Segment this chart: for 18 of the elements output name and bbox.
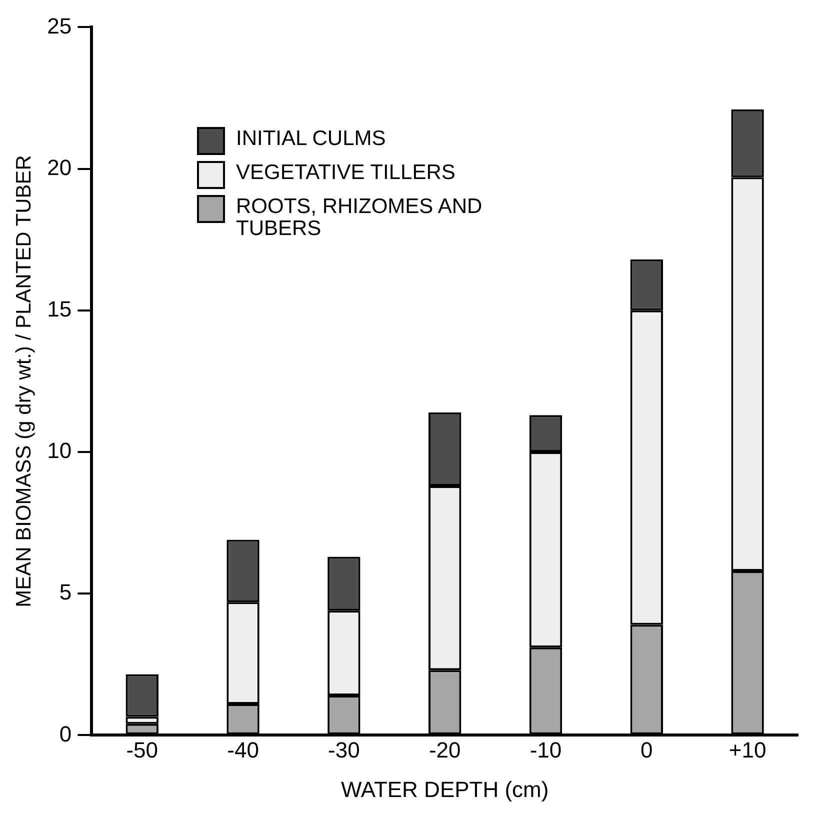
x-axis-title: WATER DEPTH (cm) xyxy=(340,776,549,802)
y-tick-label: 0 xyxy=(59,721,72,746)
x-tick-label: -40 xyxy=(227,737,259,762)
legend-label: INITIAL CULMS xyxy=(236,127,386,150)
y-axis-title: MEAN BIOMASS (g dry wt.) / PLANTED TUBER xyxy=(12,155,36,608)
y-tick-label: 10 xyxy=(47,438,72,464)
x-tick-label: -50 xyxy=(126,737,158,762)
x-tick-label: -20 xyxy=(428,737,461,762)
x-tick-label: -30 xyxy=(328,737,360,762)
legend-label: ROOTS, RHIZOMES AND TUBERS xyxy=(236,195,484,240)
y-tick-label: 20 xyxy=(47,154,72,180)
y-tick-label: 25 xyxy=(47,13,72,38)
legend-label: VEGETATIVE TILLERS xyxy=(236,161,456,184)
y-tick-label: 15 xyxy=(47,296,72,322)
x-tick-label: +10 xyxy=(728,737,766,762)
y-tick-label: 5 xyxy=(59,580,72,605)
x-tick-label: 0 xyxy=(640,737,653,762)
x-tick-label: -10 xyxy=(530,737,562,762)
